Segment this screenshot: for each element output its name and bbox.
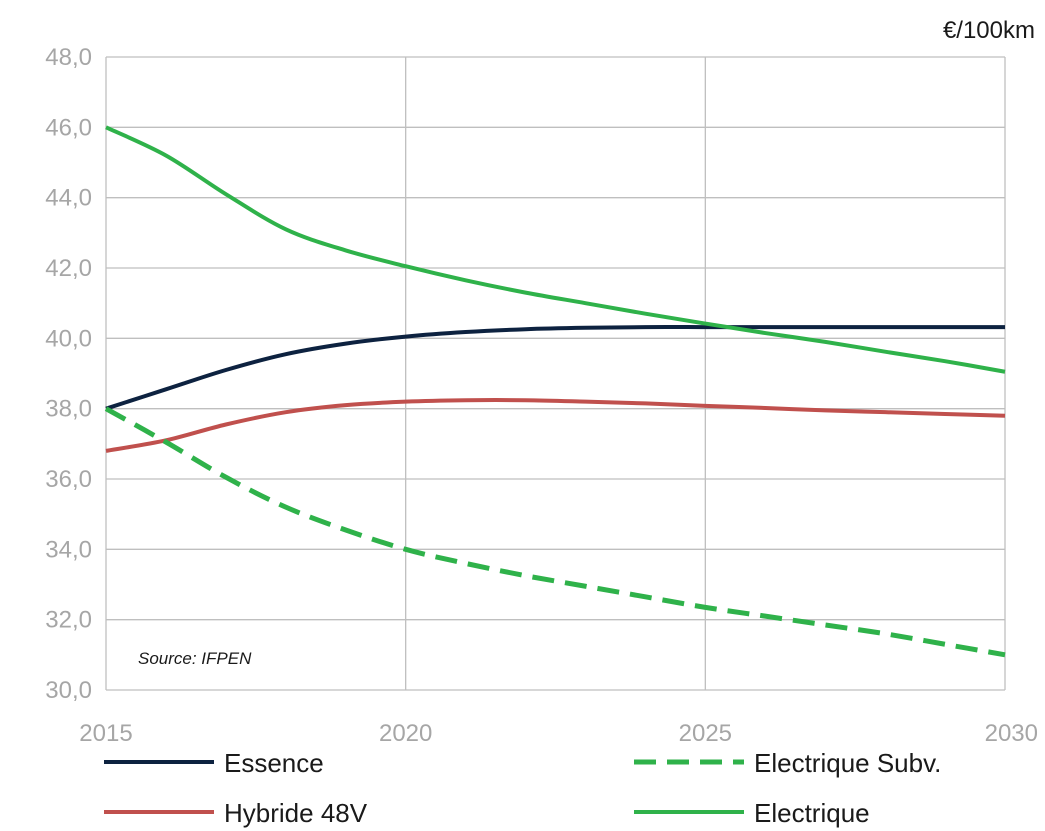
x-tick-label: 2020 — [379, 720, 432, 747]
x-tick-label: 2015 — [79, 720, 132, 747]
legend-label-electrique-subv: Electrique Subv. — [754, 748, 941, 778]
grid-lines — [105, 56, 1006, 691]
y-tick-label: 46,0 — [45, 114, 92, 141]
source-annotation: Source: IFPEN — [138, 649, 252, 668]
y-tick-label: 44,0 — [45, 185, 92, 212]
y-axis-ticks: 30,0 32,0 34,0 36,0 38,0 40,0 42,0 44,0 46,0 48,0 — [45, 44, 92, 704]
unit-label: €/100km — [943, 17, 1035, 44]
y-tick-label: 32,0 — [45, 607, 92, 634]
legend: Essence Hybride 48V Electrique Subv. Electr… — [104, 748, 941, 828]
series-lines — [104, 125, 1006, 658]
y-tick-label: 38,0 — [45, 396, 92, 423]
x-axis-ticks: 2015 2020 2025 2030 — [79, 720, 1038, 747]
series-line-electrique — [105, 125, 1006, 374]
series-line-essence — [105, 325, 1005, 411]
y-tick-label: 36,0 — [45, 466, 92, 493]
y-tick-label: 40,0 — [45, 325, 92, 352]
y-tick-label: 34,0 — [45, 536, 92, 563]
series-line-hybride-48v — [105, 398, 1006, 453]
y-tick-label: 42,0 — [45, 255, 92, 282]
legend-label-hybride-48v: Hybride 48V — [224, 798, 368, 828]
y-tick-label: 30,0 — [45, 677, 92, 704]
x-tick-label: 2025 — [679, 720, 732, 747]
series-line-electrique-subv — [104, 406, 1006, 658]
legend-label-essence: Essence — [224, 748, 324, 778]
y-tick-label: 48,0 — [45, 44, 92, 71]
x-tick-label: 2030 — [985, 720, 1038, 747]
legend-label-electrique: Electrique — [754, 798, 870, 828]
